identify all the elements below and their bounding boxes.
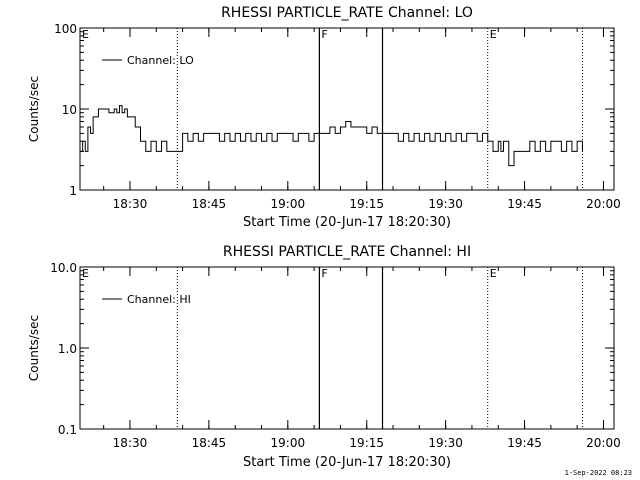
x-tick-label-1: 18:45: [192, 436, 227, 450]
series-line-0-0: [80, 105, 583, 167]
x-tick-label-0: 19:00: [271, 197, 306, 211]
y-tick-label-0: 100: [54, 22, 77, 36]
timestamp: 1-Sep-2022 08:23: [564, 469, 632, 477]
x-tick-label-0: 18:30: [113, 197, 148, 211]
y-tick-label-0: 10: [62, 103, 77, 117]
x-tick-label-0: 18:45: [192, 197, 227, 211]
plot-frame-1: [79, 266, 615, 430]
x-tick-label-1: 19:00: [271, 436, 306, 450]
chart-title-1: RHESSI PARTICLE_RATE Channel: HI: [223, 244, 471, 260]
marker-letter-1: E: [490, 267, 497, 280]
x-tick-label-1: 19:15: [349, 436, 384, 450]
marker-letter-0: E: [82, 28, 89, 41]
x-tick-label-1: 19:45: [507, 436, 542, 450]
marker-letter-1: F: [321, 267, 327, 280]
marker-letter-0: F: [321, 28, 327, 41]
y-tick-label-1: 10.0: [50, 261, 77, 275]
y-axis-label-1: Counts/sec: [27, 315, 41, 381]
x-tick-label-0: 19:45: [507, 197, 542, 211]
x-axis-label-0: Start Time (20-Jun-17 18:20:30): [243, 215, 451, 230]
y-tick-label-1: 0.1: [58, 423, 77, 437]
x-tick-label-1: 20:00: [586, 436, 621, 450]
x-tick-label-0: 19:30: [428, 197, 463, 211]
x-axis-label-1: Start Time (20-Jun-17 18:20:30): [243, 455, 451, 470]
chart-title-0: RHESSI PARTICLE_RATE Channel: LO: [221, 5, 473, 21]
x-tick-label-1: 18:30: [113, 436, 148, 450]
legend-label-1: Channel: HI: [127, 293, 191, 306]
plot-frame-0: [79, 27, 615, 191]
y-tick-label-1: 1.0: [58, 342, 77, 356]
marker-letter-0: E: [490, 28, 497, 41]
x-tick-label-0: 19:15: [349, 197, 384, 211]
y-tick-label-0: 1: [69, 184, 77, 198]
marker-letter-1: E: [82, 267, 89, 280]
y-axis-label-0: Counts/sec: [27, 76, 41, 142]
x-tick-label-1: 19:30: [428, 436, 463, 450]
x-tick-label-0: 20:00: [586, 197, 621, 211]
legend-label-0: Channel: LO: [127, 54, 194, 67]
